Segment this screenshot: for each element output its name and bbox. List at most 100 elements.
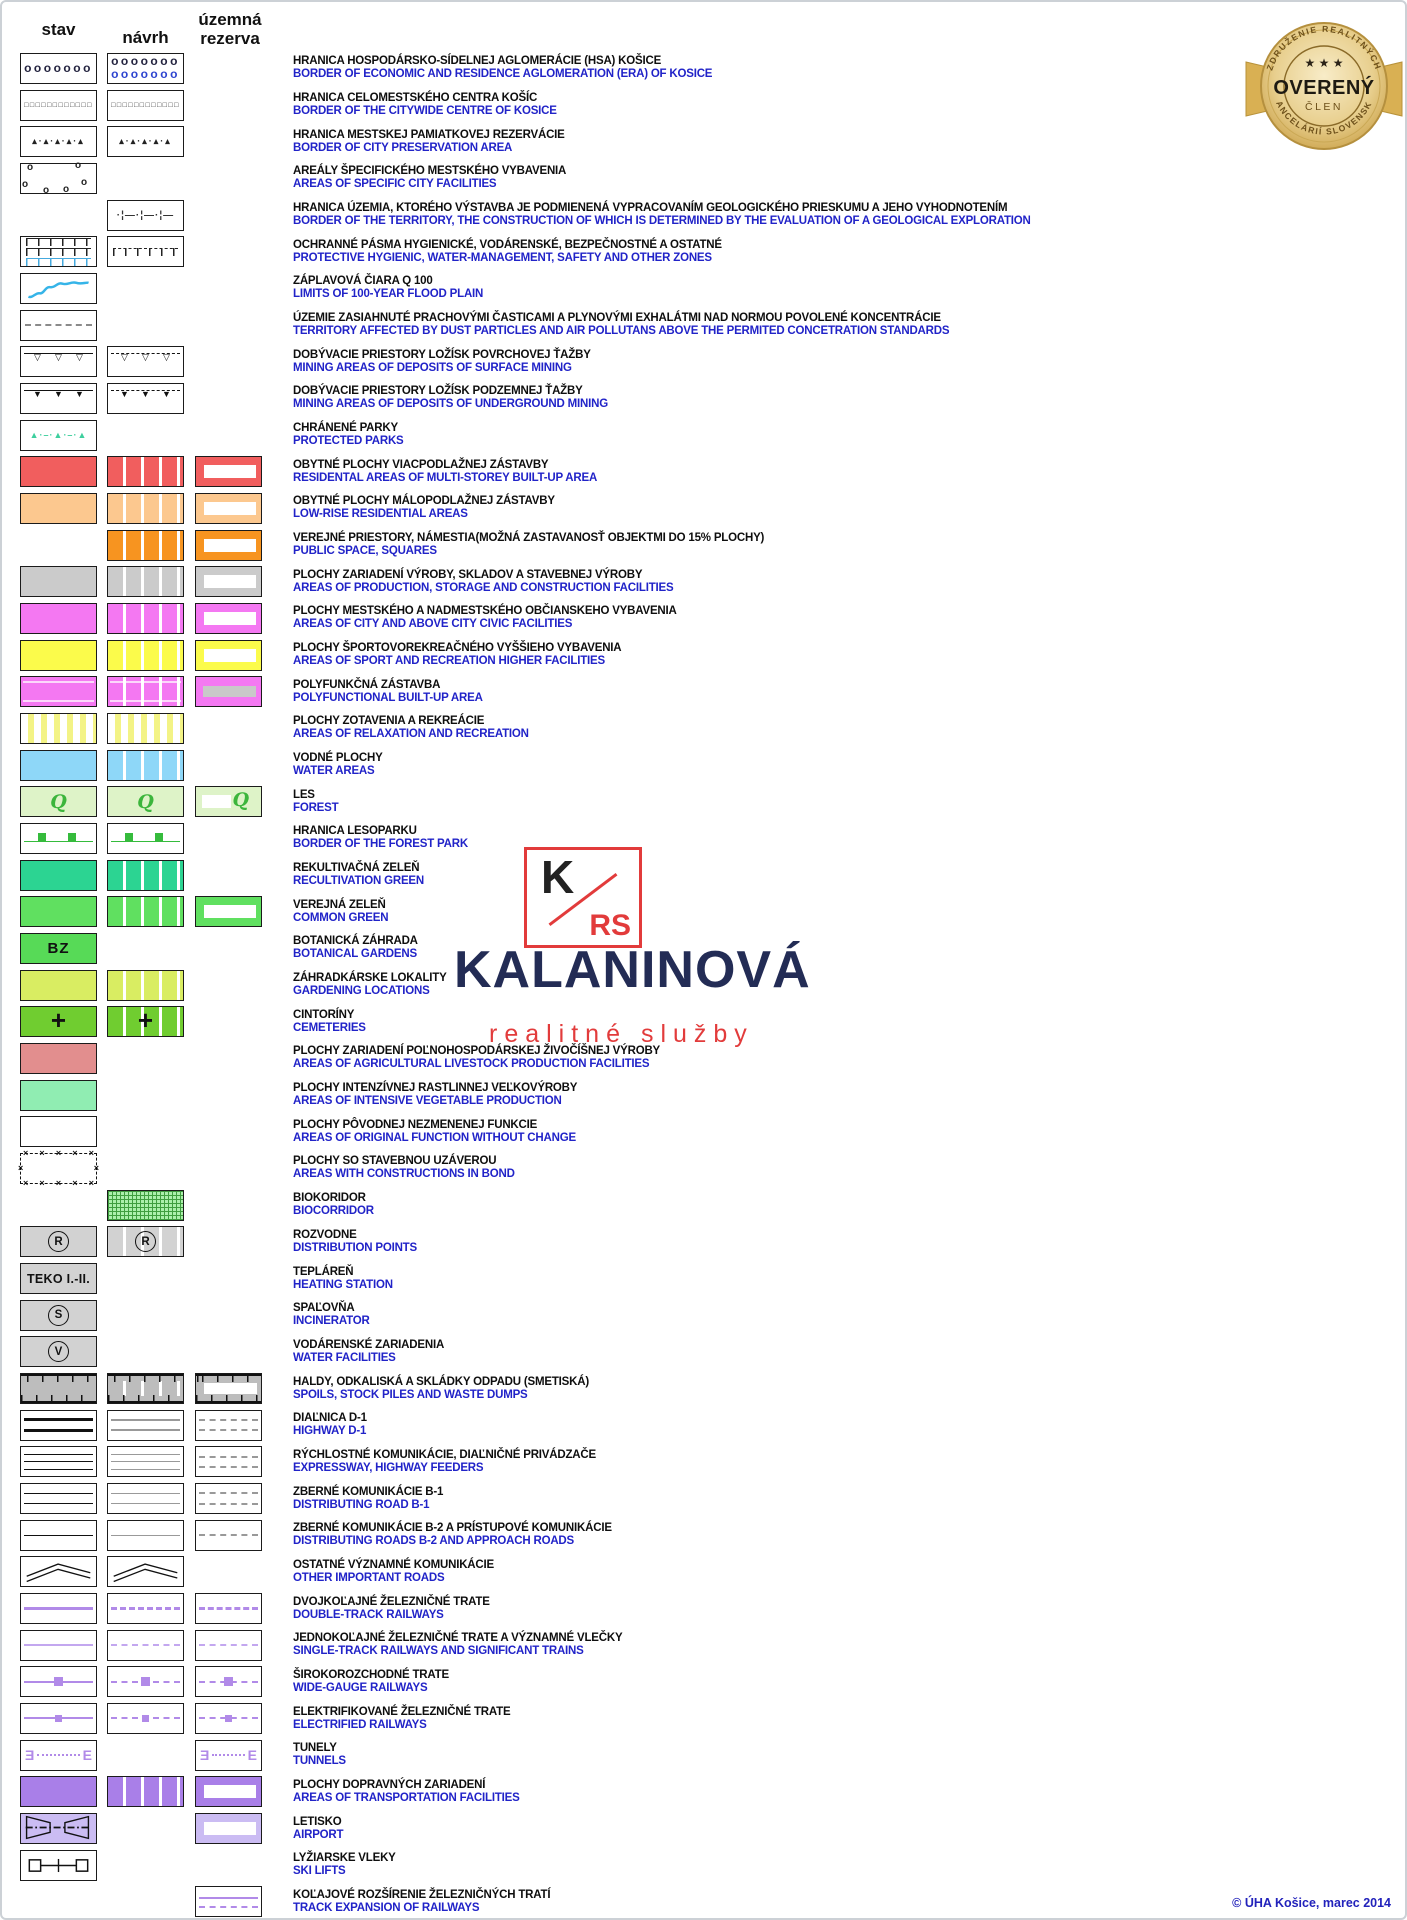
symbol-rezerva	[195, 420, 262, 451]
legend-label-sk: LYŽIARSKE VLEKY	[293, 1852, 396, 1865]
symbol-stav	[20, 272, 97, 304]
symbol-stav: TEKO I.-II.	[20, 1263, 97, 1294]
legend-label-en: RECULTIVATION GREEN	[293, 875, 425, 888]
legend-label-en: MINING AREAS OF DEPOSITS OF SURFACE MINI…	[293, 361, 572, 374]
symbol-rezerva	[195, 53, 262, 84]
legend-row: DIAĽNICA D-1 HIGHWAY D-1	[2, 1407, 1405, 1444]
legend-label-sk: REKULTIVAČNÁ ZELEŇ	[293, 862, 420, 875]
symbol-stav	[20, 712, 97, 744]
forest-symbol: Q	[232, 789, 249, 812]
rail-node	[142, 1715, 149, 1723]
symbol-rezerva	[195, 1373, 262, 1405]
white-stripes	[108, 750, 183, 780]
legend-label-en: TRACK EXPANSION OF RAILWAYS	[293, 1901, 480, 1914]
legend-labels: DVOJKOĽAJNÉ ŽELEZNIČNÉ TRATE DOUBLE-TRACK…	[293, 1596, 490, 1622]
legend-label-en: AREAS OF PRODUCTION, STORAGE AND CONSTRU…	[293, 581, 674, 594]
symbol-navrh: □□□□□□□□□□□□	[107, 89, 184, 121]
legend-labels: POLYFUNKČNÁ ZÁSTAVBA POLYFUNCTIONAL BUILT…	[293, 679, 483, 705]
legend-label-en: BORDER OF THE TERRITORY, THE CONSTRUCTIO…	[293, 215, 1031, 228]
tzone-row	[26, 237, 91, 246]
symbol-rezerva	[195, 1190, 262, 1221]
legend-labels: ŠIROKOROZCHODNÉ TRATE WIDE-GAUGE RAILWAYS	[293, 1669, 449, 1695]
symbol-navrh	[107, 1189, 184, 1221]
triangle-icon: ▽	[55, 352, 62, 363]
inner-band	[204, 1785, 256, 1799]
swatch-squares: □□□□□□□□□□□□	[107, 89, 184, 121]
road-line	[198, 1534, 259, 1537]
swatch-airport	[20, 1813, 97, 1845]
airport-symbol-icon	[25, 1815, 90, 1840]
swatch-tridash: ▴·▴·▴·▴·▴	[20, 126, 97, 158]
road-line	[198, 1502, 259, 1505]
legend-labels: HRANICA LESOPARKU BORDER OF THE FOREST PA…	[293, 825, 468, 851]
legend-label-sk: VEREJNÉ PRIESTORY, NÁMESTIA(MOŽNÁ ZASTAV…	[293, 532, 765, 545]
swatch-outline	[195, 896, 262, 928]
symbol-navrh	[107, 1300, 184, 1331]
swatch-outline	[195, 529, 262, 561]
rail-line	[24, 1607, 93, 1611]
symbol-rezerva	[195, 566, 262, 598]
blob-circle: o	[63, 183, 70, 195]
symbol-navrh: ▼ ▼ ▼	[107, 382, 184, 414]
station-label: TEKO I.-II.	[26, 1271, 91, 1286]
symbol-navrh	[107, 236, 184, 268]
swatch-solid	[20, 859, 97, 891]
symbol-rezerva	[195, 1813, 262, 1845]
symbol-rezerva	[195, 1043, 262, 1074]
legend-label-sk: DOBÝVACIE PRIESTORY LOŽÍSK POVRCHOVEJ ŤA…	[293, 348, 591, 361]
legend-label-sk: ROZVODNE	[293, 1228, 357, 1241]
swatch-solid	[20, 969, 97, 1001]
swatch-road	[20, 1519, 97, 1551]
inner-band	[202, 795, 231, 809]
legend-row: ELEKTRIFIKOVANÉ ŽELEZNIČNÉ TRATE ELECTRIF…	[2, 1700, 1405, 1737]
symbol-stav: × × × × × × × × × × × ×	[18, 1148, 99, 1187]
forest-park-line	[24, 840, 93, 842]
bond-x-bottom: × × × × ×	[23, 1177, 94, 1188]
legend-label-sk: DIAĽNICA D-1	[293, 1412, 367, 1425]
legend-labels: PLOCHY ZARIADENÍ POĽNOHOSPODÁRSKEJ ŽIVOČ…	[293, 1045, 660, 1071]
symbol-rezerva	[195, 896, 262, 928]
legend-label-en: BORDER OF THE CITYWIDE CENTRE OF KOSICE	[293, 105, 557, 117]
inner-band	[203, 686, 256, 698]
legend-label-sk: BIOKORIDOR	[293, 1192, 366, 1205]
legend-row: ZBERNÉ KOMUNIKÁCIE B-2 A PRÍSTUPOVÉ KOMU…	[2, 1517, 1405, 1554]
swatch-parks: ▲·–·▲·–·▲	[20, 419, 97, 451]
road-line	[198, 1466, 259, 1469]
legend-labels: CHRÁNENÉ PARKY PROTECTED PARKS	[293, 422, 404, 448]
realty-logo-rs: RS	[589, 909, 631, 942]
symbol-navrh	[107, 1593, 184, 1625]
road-line	[24, 1429, 93, 1432]
swatch-mine: ▽ ▽ ▽	[107, 346, 184, 378]
swatch-road	[20, 1446, 97, 1478]
triangle-icon: ▽	[76, 352, 83, 363]
badge-subtitle: ČLEN	[1305, 100, 1343, 113]
symbol-rezerva	[195, 1153, 262, 1184]
column-header-rezerva-line2: rezerva	[200, 29, 260, 48]
swatch-circles: ooooooo	[20, 52, 97, 84]
legend-label-en: WIDE-GAUGE RAILWAYS	[293, 1681, 428, 1694]
symbol-rezerva	[195, 823, 262, 854]
x-mark: ×	[55, 1177, 62, 1188]
symbol-rezerva	[195, 492, 262, 524]
symbol-navrh	[107, 969, 184, 1001]
symbol-stav	[20, 1373, 97, 1405]
swatch-tzone	[20, 236, 97, 268]
symbol-rezerva	[195, 1593, 262, 1625]
symbol-stav	[20, 1556, 97, 1588]
legend-labels: HRANICA MESTSKEJ PAMIATKOVEJ REZERVÁCIE B…	[293, 129, 565, 155]
symbol-stav: R	[20, 1226, 97, 1258]
legend-row: ▲·–·▲·–·▲ CHRÁNENÉ PARKY PROTECTED PARKS	[2, 417, 1405, 454]
legend-label-en: AREAS OF SPORT AND RECREATION HIGHER FAC…	[293, 655, 605, 668]
symbol-navrh	[107, 529, 184, 561]
swatch-rail	[107, 1703, 184, 1735]
legend-row: V VODÁRENSKÉ ZARIADENIA WATER FACILITIES	[2, 1334, 1405, 1371]
symbol-rezerva	[195, 163, 262, 194]
swatch-badge: R	[20, 1226, 97, 1258]
legend-row: ▽ ▽ ▽ ▽ ▽ ▽ DOBÝVACIE PRIESTORY LOŽÍSK POVRCHO…	[2, 343, 1405, 380]
swatch-striped	[107, 1776, 184, 1808]
symbol-navrh: ooooooo ooooooo	[107, 52, 184, 84]
swatch-solid	[20, 492, 97, 524]
